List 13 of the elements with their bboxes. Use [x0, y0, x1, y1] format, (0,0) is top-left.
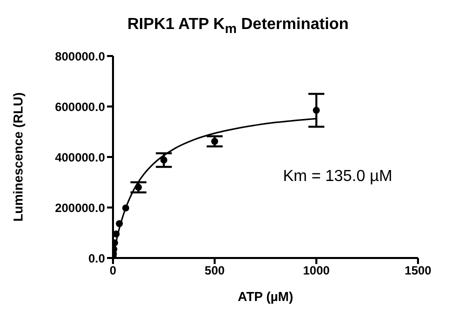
x-axis-title: ATP (µM) — [238, 289, 294, 304]
x-tick-label: 500 — [204, 264, 225, 278]
y-tick-label: 600000.0 — [54, 100, 106, 114]
y-tick-label: 200000.0 — [54, 200, 106, 215]
x-tick-label: 1000 — [302, 264, 330, 278]
y-axis-title: Luminescence (RLU) — [10, 92, 26, 222]
x-tick-label: 0 — [110, 264, 117, 278]
x-tick-label: 1500 — [404, 264, 432, 278]
y-tick-label: 400000.0 — [54, 150, 106, 164]
chart-title: RIPK1 ATP K$_{m}$ Determination — [126, 16, 350, 36]
y-tick-label: 800000.0 — [54, 49, 106, 64]
y-tick-label: 0.0 — [88, 251, 106, 266]
annotation: Km = 135.0 µM — [283, 168, 392, 186]
